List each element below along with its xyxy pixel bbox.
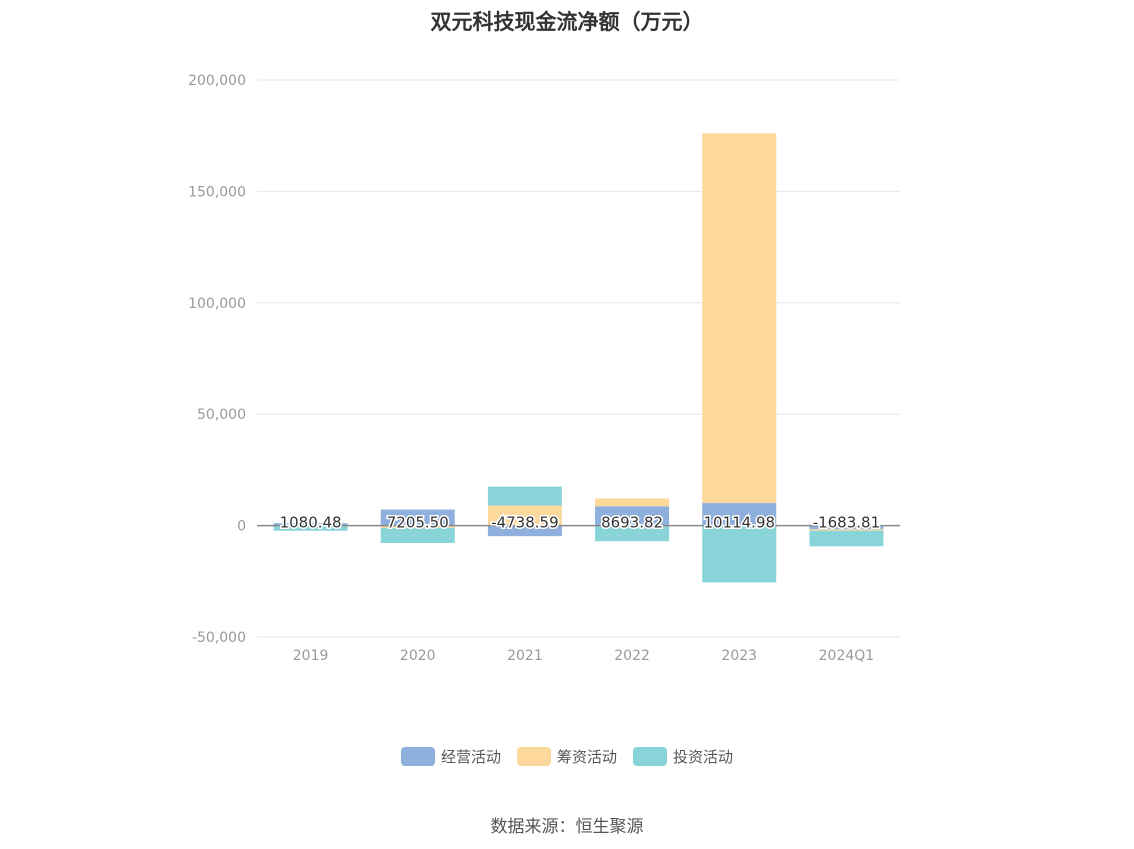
chart-title: 双元科技现金流净额（万元） (430, 10, 704, 34)
y-tick-label: 200,000 (188, 73, 246, 89)
bar-operating[interactable] (380, 509, 455, 526)
x-tick-label: 2024Q1 (819, 648, 875, 664)
x-tick-label: 2019 (293, 648, 329, 664)
bar-investing[interactable] (809, 530, 884, 547)
bar-financing[interactable] (809, 529, 884, 531)
bar-investing[interactable] (595, 525, 670, 542)
data-label: 1080.48 (280, 514, 342, 532)
source-note: 数据来源：恒生聚源 (490, 817, 644, 837)
data-label: 10114.98 (703, 514, 775, 532)
data-label: 7205.50 (387, 514, 449, 532)
bar-operating[interactable] (273, 523, 348, 526)
legend-swatch-financing (516, 747, 551, 766)
axis-label-layer: 200,000 150,000 100,000 50,000 0 -50,000 2019 2… (188, 73, 874, 664)
x-tick-label: 2023 (721, 648, 757, 664)
bar-investing[interactable] (702, 525, 777, 583)
bar-investing[interactable] (273, 526, 348, 531)
bar-investing[interactable] (380, 527, 455, 543)
data-label: -4738.59 (491, 514, 558, 532)
bar-operating[interactable] (595, 506, 670, 526)
legend-item-investing[interactable]: 投资活动 (633, 746, 733, 767)
y-tick-label: 0 (237, 519, 246, 535)
legend-label-investing: 投资活动 (673, 748, 734, 766)
bar-financing[interactable] (487, 505, 562, 526)
bar-financing[interactable] (595, 498, 670, 507)
y-tick-label: 100,000 (188, 296, 246, 312)
bar-operating[interactable] (809, 525, 884, 530)
legend-item-operating[interactable]: 经营活动 (400, 746, 501, 767)
x-tick-label: 2021 (507, 648, 543, 664)
bar-operating[interactable] (702, 503, 777, 526)
grid-layer (257, 79, 900, 638)
bar-financing[interactable] (380, 525, 455, 528)
legend-item-financing[interactable]: 筹资活动 (516, 746, 617, 767)
x-tick-label: 2020 (400, 648, 436, 664)
legend-label-financing: 筹资活动 (556, 748, 617, 766)
legend: 经营活动 筹资活动 投资活动 (0, 746, 1134, 767)
bar-financing[interactable] (702, 133, 777, 504)
x-tick-label: 2022 (614, 648, 650, 664)
bar-investing[interactable] (487, 486, 562, 506)
data-label: -1683.81 (813, 514, 880, 532)
legend-swatch-operating (400, 747, 435, 766)
y-tick-label: 150,000 (188, 184, 246, 200)
legend-label-operating: 经营活动 (440, 748, 501, 766)
legend-swatch-investing (633, 747, 667, 766)
data-label: 8693.82 (601, 514, 663, 532)
bar-operating[interactable] (487, 525, 562, 537)
bar-layer (273, 133, 884, 583)
y-tick-label: 50,000 (197, 407, 246, 423)
data-label-layer: 1080.48 7205.50 -4738.59 8693.82 10114.98 -16… (278, 512, 882, 533)
y-tick-label: -50,000 (192, 630, 246, 646)
